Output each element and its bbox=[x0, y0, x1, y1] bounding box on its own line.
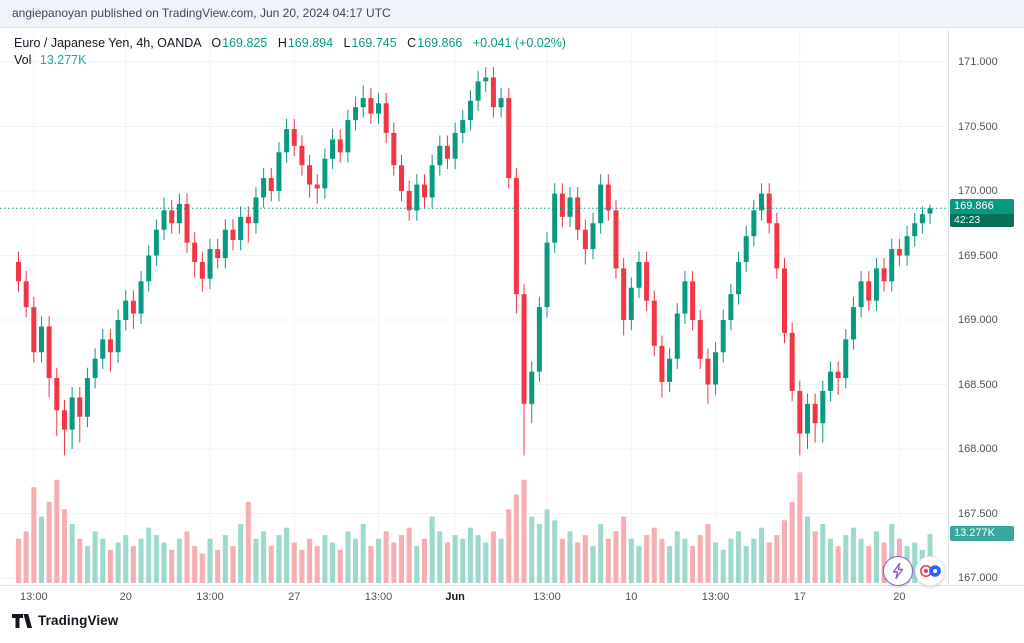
time-tick-label: 20 bbox=[893, 591, 906, 603]
high-label: H bbox=[277, 36, 287, 50]
chart-legend: Euro / Japanese Yen, 4h, OANDA O169.825 … bbox=[14, 35, 566, 69]
time-tick-label: 13:00 bbox=[196, 591, 224, 603]
legend-row-ohlc: Euro / Japanese Yen, 4h, OANDA O169.825 … bbox=[14, 35, 566, 52]
close-label: C bbox=[407, 36, 417, 50]
time-tick-label: 17 bbox=[793, 591, 806, 603]
price-tick-label: 170.500 bbox=[958, 120, 998, 133]
time-tick-label: 13:00 bbox=[20, 591, 48, 603]
open-value: 169.825 bbox=[222, 36, 268, 50]
time-tick-label: 13:00 bbox=[364, 591, 393, 603]
time-tick-label: 13:00 bbox=[701, 591, 730, 603]
last-price-value: 169.866 bbox=[950, 199, 1014, 215]
close-value: 169.866 bbox=[417, 36, 463, 50]
time-tick-label: 10 bbox=[625, 591, 638, 603]
lightning-button[interactable] bbox=[883, 556, 913, 586]
low-value: 169.745 bbox=[351, 36, 397, 50]
price-tick-label: 168.500 bbox=[958, 378, 998, 391]
price-tick-label: 169.500 bbox=[958, 249, 998, 262]
attribution-text: angiepanoyan published on TradingView.co… bbox=[12, 6, 391, 20]
bar-countdown: 42:23 bbox=[950, 214, 1014, 228]
record-button[interactable] bbox=[915, 556, 945, 586]
low-label: L bbox=[343, 36, 351, 50]
price-tick-label: 170.000 bbox=[958, 185, 998, 197]
open-label: O bbox=[211, 36, 222, 50]
last-price-badge: 169.866 42:23 bbox=[950, 199, 1014, 228]
price-tick-label: 167.500 bbox=[958, 507, 998, 520]
record-icon bbox=[920, 565, 941, 577]
legend-row-volume: Vol 13.277K bbox=[14, 52, 566, 69]
price-tick-label: 167.000 bbox=[958, 572, 998, 584]
change-value: +0.041 (+0.02%) bbox=[472, 36, 566, 50]
footer-brand[interactable]: TradingView bbox=[12, 613, 118, 628]
vol-label: Vol bbox=[14, 53, 32, 67]
price-tick-label: 169.000 bbox=[958, 314, 998, 326]
time-tick-label: 20 bbox=[119, 591, 132, 603]
brand-text: TradingView bbox=[38, 613, 119, 628]
price-tick-label: 168.000 bbox=[958, 443, 998, 455]
price-tick-label: 171.000 bbox=[958, 56, 998, 68]
attribution-bar: angiepanoyan published on TradingView.co… bbox=[0, 0, 1024, 28]
vol-value: 13.277K bbox=[39, 53, 87, 67]
time-tick-label: 27 bbox=[288, 591, 301, 603]
lightning-icon bbox=[892, 563, 904, 579]
time-tick-label: Jun bbox=[445, 591, 465, 603]
time-tick-label: 13:00 bbox=[533, 591, 561, 603]
symbol-title[interactable]: Euro / Japanese Yen, 4h, OANDA bbox=[14, 36, 201, 50]
high-value: 169.894 bbox=[287, 36, 334, 50]
tradingview-logo bbox=[12, 613, 32, 628]
volume-badge: 13.277K bbox=[950, 526, 1014, 542]
